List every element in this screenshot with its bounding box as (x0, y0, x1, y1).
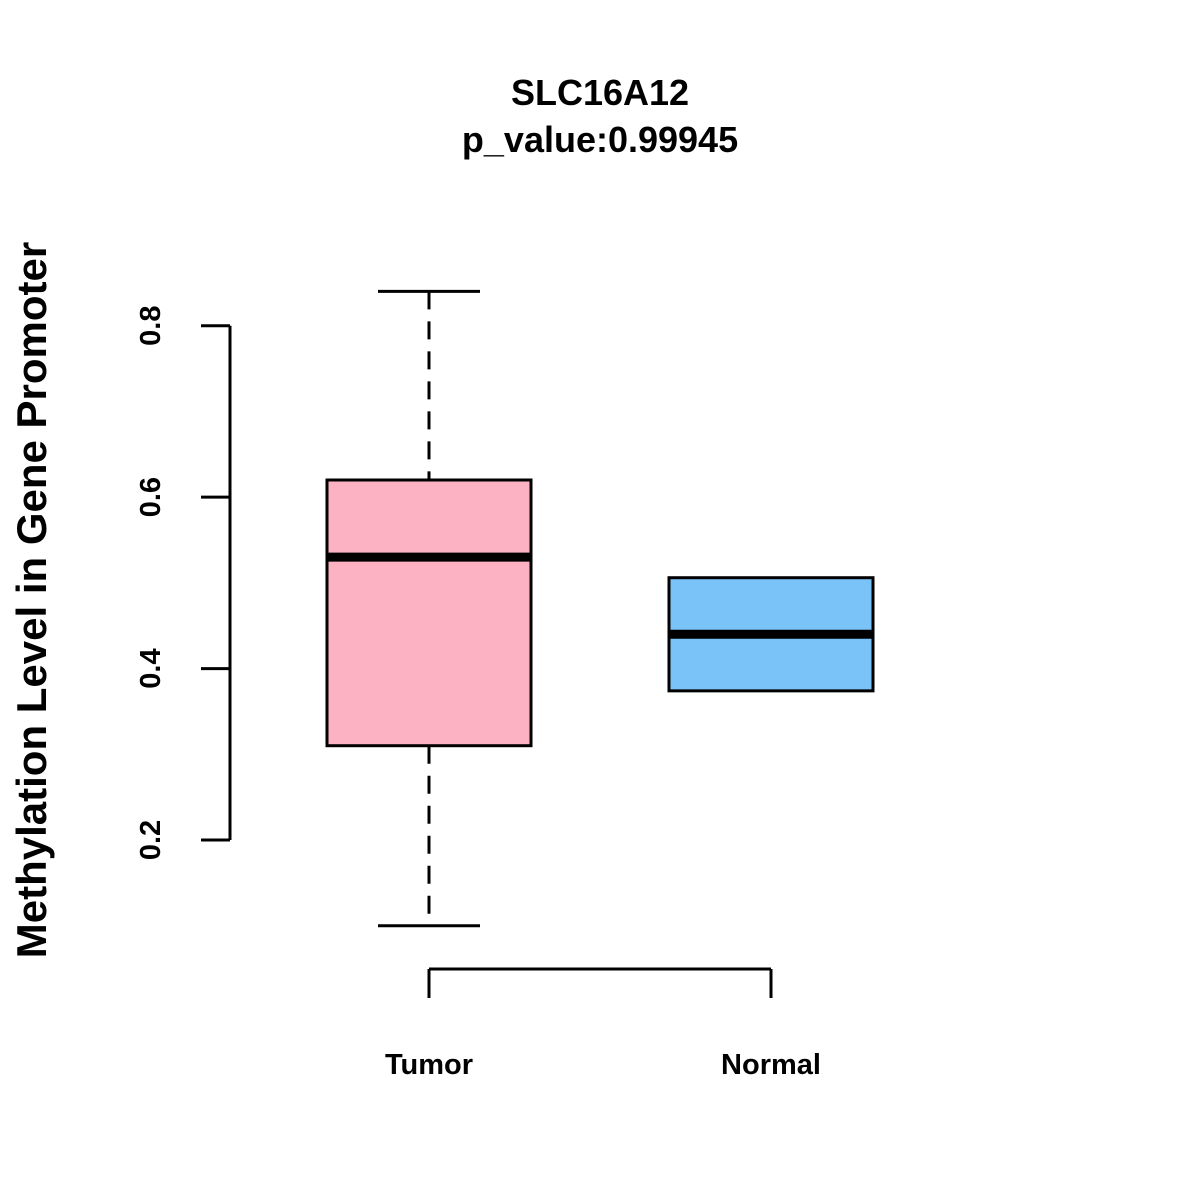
box-series (325, 289, 875, 928)
y-tick-label: 0.8 (135, 306, 167, 346)
y-axis-label: Methylation Level in Gene Promoter (8, 242, 55, 958)
x-axis: Tumor Normal (385, 967, 821, 1081)
x-tick-label-tumor: Tumor (385, 1049, 473, 1081)
x-tick-label-normal: Normal (721, 1049, 821, 1081)
y-tick-label: 0.6 (135, 477, 167, 517)
chart-subtitle: p_value:0.99945 (462, 119, 738, 160)
y-tick-label: 0.4 (135, 648, 167, 688)
box-tumor (325, 289, 533, 928)
chart-title: SLC16A12 (511, 72, 689, 113)
box-normal (667, 576, 875, 693)
box-iqr (325, 478, 533, 748)
y-axis: 0.2 0.4 0.6 0.8 (135, 306, 232, 860)
y-tick-label: 0.2 (135, 820, 167, 860)
